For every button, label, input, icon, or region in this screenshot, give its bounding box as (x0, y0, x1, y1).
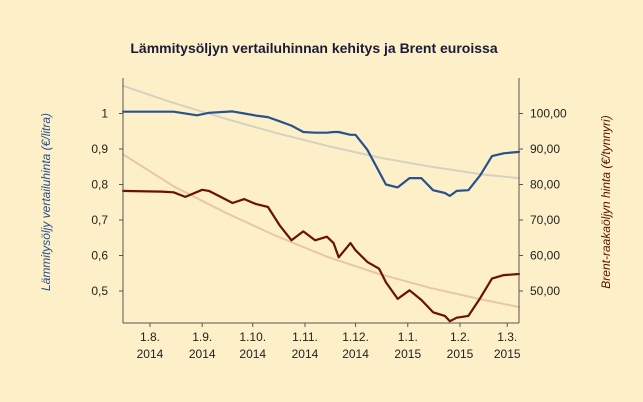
x-tick-label: 1.11. (292, 330, 318, 344)
series-lines (121, 110, 521, 323)
x-tick-label: 1.10. (239, 330, 266, 344)
x-tick-year-label: 2015 (394, 347, 421, 361)
x-tick-label: 1.9. (192, 330, 212, 344)
x-tick-year-label: 2014 (189, 347, 216, 361)
y-right-tick-label: 50,00 (530, 284, 560, 298)
x-tick-year-label: 2014 (239, 347, 266, 361)
x-tick-year-label: 2014 (342, 347, 369, 361)
x-tick-label: 1.8. (140, 330, 160, 344)
x-tick-label: 1.1. (398, 330, 418, 344)
trend-line-left (122, 84, 520, 180)
y-left-tick-label: 0,5 (91, 284, 108, 298)
y-left-tick-label: 0,8 (91, 178, 108, 192)
x-tick-year-label: 2015 (447, 347, 474, 361)
x-tick-label: 1.12. (342, 330, 369, 344)
series-line-left (121, 110, 521, 197)
x-tick-year-label: 2015 (494, 347, 521, 361)
x-tick-label: 1.3. (497, 330, 517, 344)
y-axis-right-label: Brent-raakaöljyn hinta (€/tynnyri) (599, 115, 613, 288)
x-tick-label: 1.2. (450, 330, 470, 344)
x-tick-year-label: 2014 (137, 347, 164, 361)
series-line-right (121, 188, 521, 323)
y-left-tick-label: 0,6 (91, 249, 108, 263)
y-right-tick-label: 80,00 (530, 178, 560, 192)
y-right-tick-label: 70,00 (530, 213, 560, 227)
y-left-tick-label: 0,7 (91, 213, 108, 227)
chart-title: Lämmitysöljyn vertailuhinnan kehitys ja … (130, 40, 497, 56)
y-right-tick-label: 90,00 (530, 142, 560, 156)
y-right-tick-label: 100,00 (530, 107, 567, 121)
y-left-tick-label: 0,9 (91, 142, 108, 156)
axes: 0,5 0,6 0,7 0,8 0,9 1 50,00 60,00 70,00 80,00 90,0… (91, 78, 567, 361)
x-tick-year-label: 2014 (292, 347, 319, 361)
y-right-tick-label: 60,00 (530, 249, 560, 263)
y-left-tick-label: 1 (101, 107, 108, 121)
y-axis-left-label: Lämmitysöljy vertailuhinta (€/litra) (39, 113, 53, 291)
